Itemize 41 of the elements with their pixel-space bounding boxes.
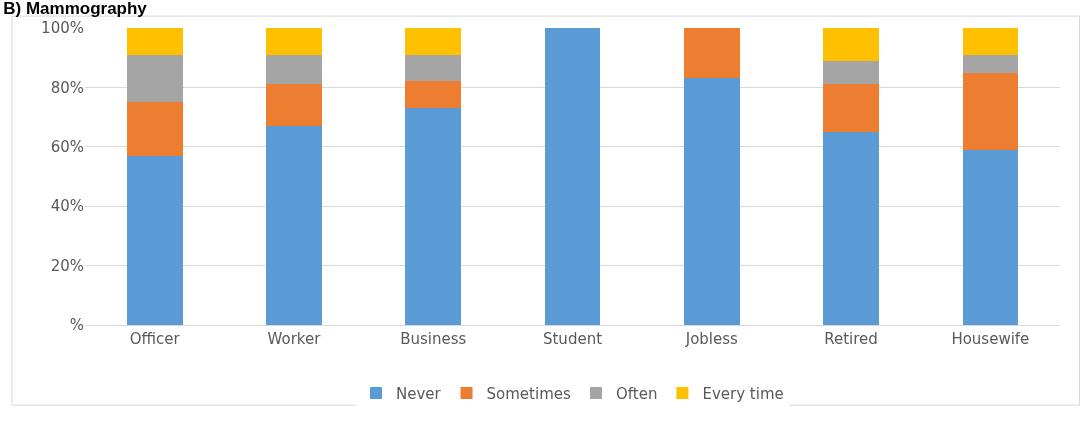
bar [962,28,1019,55]
legend-label: Sometimes [486,384,571,403]
bar [823,28,879,61]
bar [126,155,183,325]
bar [962,149,1019,325]
legend-label: Every time [702,384,784,403]
bar [405,108,462,325]
bar [126,28,183,55]
x-tick-label: Officer [129,330,181,348]
x-tick-label: Housewife [951,330,1030,348]
bar [683,28,740,79]
x-tick-label: Student [542,330,603,348]
legend-label: Often [615,384,658,403]
bar [962,72,1019,150]
x-tick-label: Jobless [684,330,739,348]
y-tick-label: 80% [50,78,84,97]
bar [266,54,322,85]
bar [405,81,462,109]
y-tick-label: 20% [50,256,84,275]
bar [823,60,879,85]
y-tick-label: 100% [41,19,84,38]
chart-title: B) Mammography [3,0,148,18]
bar [962,54,1019,73]
bar [405,54,462,82]
bar [405,28,462,55]
bar [544,28,601,325]
bar [266,84,322,127]
bar [266,126,322,325]
legend-label: Never [396,384,442,403]
y-tick-label: % [69,316,84,335]
bar [683,78,740,325]
y-tick-label: 60% [50,138,84,157]
bar [823,131,879,325]
x-tick-label: Worker [267,330,322,348]
bar [126,102,183,156]
y-tick-label: 40% [50,197,84,216]
x-tick-label: Retired [824,330,878,348]
x-tick-label: Business [400,330,467,348]
bar [126,54,183,103]
bar [823,84,879,132]
bar [266,28,322,55]
